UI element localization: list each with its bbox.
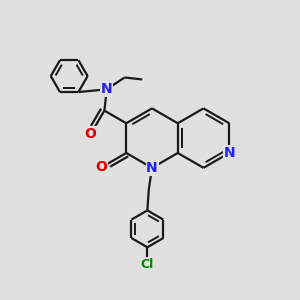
Text: N: N [101,82,112,96]
Text: N: N [146,161,158,175]
Text: Cl: Cl [141,258,154,271]
Text: O: O [95,160,107,174]
Text: O: O [85,127,97,141]
Text: N: N [224,146,235,160]
